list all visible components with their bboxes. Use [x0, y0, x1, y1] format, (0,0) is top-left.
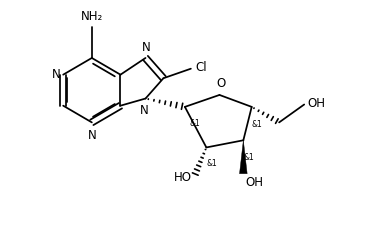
Text: HO: HO — [174, 171, 192, 184]
Polygon shape — [239, 140, 247, 174]
Text: N: N — [51, 68, 60, 81]
Text: &1: &1 — [190, 119, 200, 128]
Text: Cl: Cl — [195, 61, 207, 74]
Text: O: O — [216, 77, 225, 90]
Text: &1: &1 — [206, 159, 217, 168]
Text: OH: OH — [246, 176, 264, 189]
Text: N: N — [88, 129, 96, 142]
Text: &1: &1 — [243, 153, 254, 162]
Text: &1: &1 — [252, 120, 262, 129]
Text: N: N — [140, 104, 149, 117]
Text: NH₂: NH₂ — [81, 10, 103, 23]
Text: N: N — [142, 41, 151, 54]
Text: OH: OH — [307, 97, 325, 110]
